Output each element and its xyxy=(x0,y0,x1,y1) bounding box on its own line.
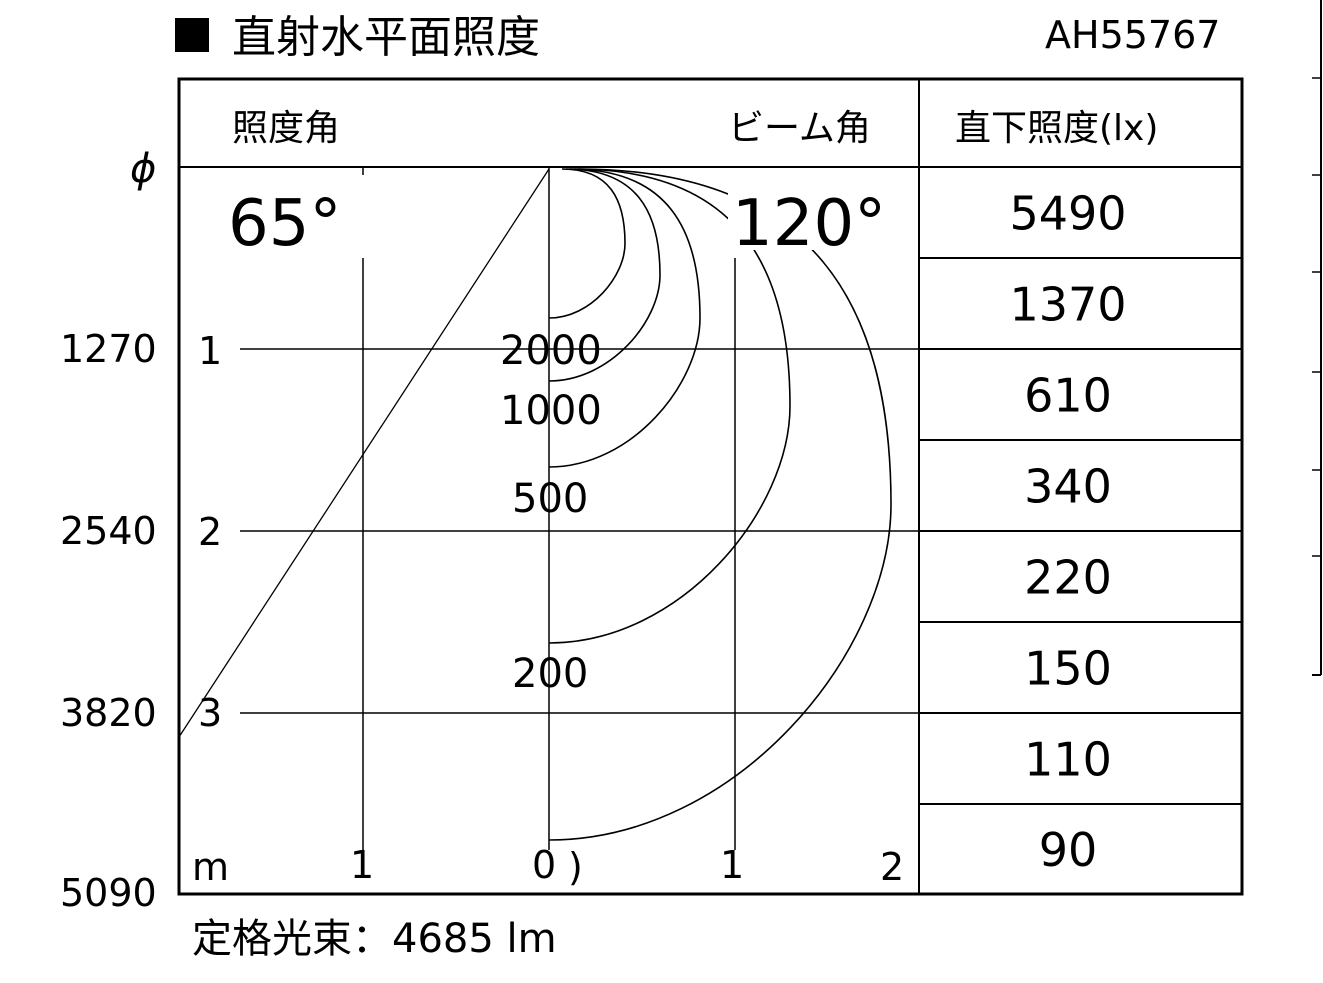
horizontal-tick-fragment: ) xyxy=(568,845,583,889)
contour-label: 200 xyxy=(512,651,588,697)
contour-label: 500 xyxy=(512,476,588,522)
diameter-label: 3820 xyxy=(60,691,157,735)
beam-angle-label: ビーム角 xyxy=(728,108,871,149)
contour-curves xyxy=(548,168,892,841)
illuminance-angle-label: 照度角 xyxy=(232,108,340,149)
contour-label: 2000 xyxy=(500,328,602,374)
direct-lux-value: 1370 xyxy=(1009,278,1126,332)
rated-luminous-flux: 定格光束：4685 lm xyxy=(192,916,557,962)
title-marker xyxy=(175,18,209,52)
beam-angle-value: 120° xyxy=(732,187,886,261)
horizontal-tick: 2 xyxy=(880,845,904,889)
direct-lux-value: 220 xyxy=(1024,551,1112,605)
contour-curve xyxy=(548,168,791,644)
distance-tick: 1 xyxy=(198,329,222,373)
direct-lux-value: 5490 xyxy=(1009,187,1126,241)
direct-lux-label: 直下照度(lx) xyxy=(955,108,1158,149)
illuminance-angle-value: 65° xyxy=(228,187,341,261)
illuminance-angle-line xyxy=(178,168,550,738)
diameter-label: 5090 xyxy=(60,871,157,915)
contour-curve xyxy=(548,168,701,468)
model-number: AH55767 xyxy=(1045,13,1220,57)
contour-curve xyxy=(548,168,892,841)
direct-lux-value: 610 xyxy=(1024,369,1112,423)
unit-label: m xyxy=(192,845,229,889)
horizontal-tick: 1 xyxy=(350,843,374,887)
direct-lux-value: 150 xyxy=(1024,642,1112,696)
distance-tick: 3 xyxy=(198,691,222,735)
diameter-label: 1270 xyxy=(60,327,157,371)
horizontal-tick: 1 xyxy=(720,843,744,887)
diameter-label: 2540 xyxy=(60,509,157,553)
phi-symbol: ϕ xyxy=(130,146,156,192)
direct-lux-value: 90 xyxy=(1039,823,1098,877)
distance-tick: 2 xyxy=(198,510,222,554)
diagram-title: 直射水平面照度 xyxy=(232,12,540,63)
contour-label: 1000 xyxy=(500,388,602,434)
diagram-frame xyxy=(177,77,1244,896)
horizontal-tick: 0 xyxy=(532,843,556,887)
lux-table-rows xyxy=(919,257,1242,805)
contour-curve xyxy=(548,168,661,382)
contour-curve xyxy=(548,168,626,319)
direct-lux-value: 110 xyxy=(1024,733,1112,787)
grid xyxy=(240,167,919,855)
direct-lux-value: 340 xyxy=(1024,460,1112,514)
